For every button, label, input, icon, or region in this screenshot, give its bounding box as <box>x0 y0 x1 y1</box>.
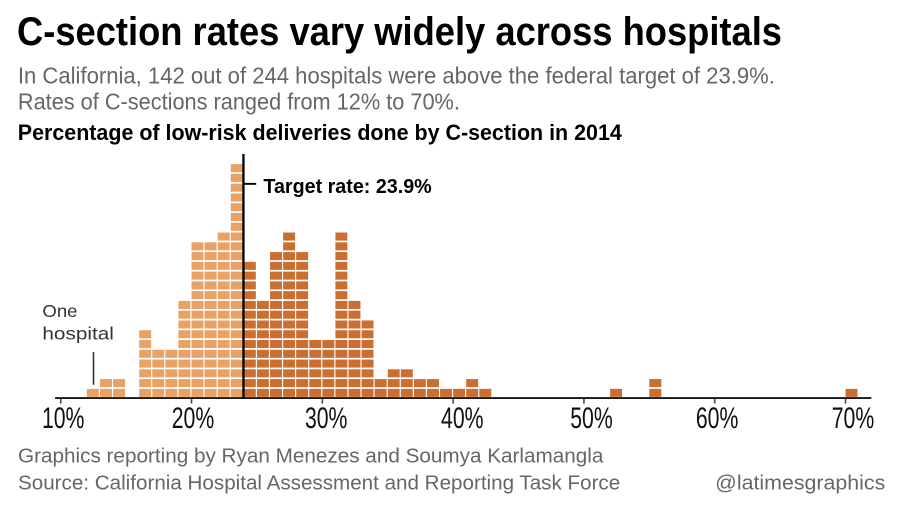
svg-text:60%: 60% <box>696 402 739 435</box>
svg-text:40%: 40% <box>441 402 484 435</box>
svg-text:50%: 50% <box>570 402 613 435</box>
svg-text:hospital: hospital <box>42 324 114 344</box>
svg-text:Source: California Hospital As: Source: California Hospital Assessment a… <box>18 471 620 494</box>
svg-text:Rates of C-sections ranged fro: Rates of C-sections ranged from 12% to 7… <box>18 88 460 114</box>
svg-text:70%: 70% <box>832 402 875 435</box>
svg-text:One: One <box>42 301 77 321</box>
svg-text:In California, 142 out of 244: In California, 142 out of 244 hospitals … <box>18 63 775 89</box>
svg-text:Target rate: 23.9%: Target rate: 23.9% <box>263 176 432 198</box>
svg-text:30%: 30% <box>305 402 348 435</box>
svg-text:Percentage of low-risk deliver: Percentage of low-risk deliveries done b… <box>18 120 623 145</box>
svg-text:10%: 10% <box>42 402 85 435</box>
svg-text:@latimesgraphics: @latimesgraphics <box>715 471 885 494</box>
svg-text:20%: 20% <box>172 402 215 435</box>
svg-text:Graphics reporting by Ryan Men: Graphics reporting by Ryan Menezes and S… <box>18 445 604 468</box>
svg-text:C-section rates vary widely ac: C-section rates vary widely across hospi… <box>17 10 782 54</box>
